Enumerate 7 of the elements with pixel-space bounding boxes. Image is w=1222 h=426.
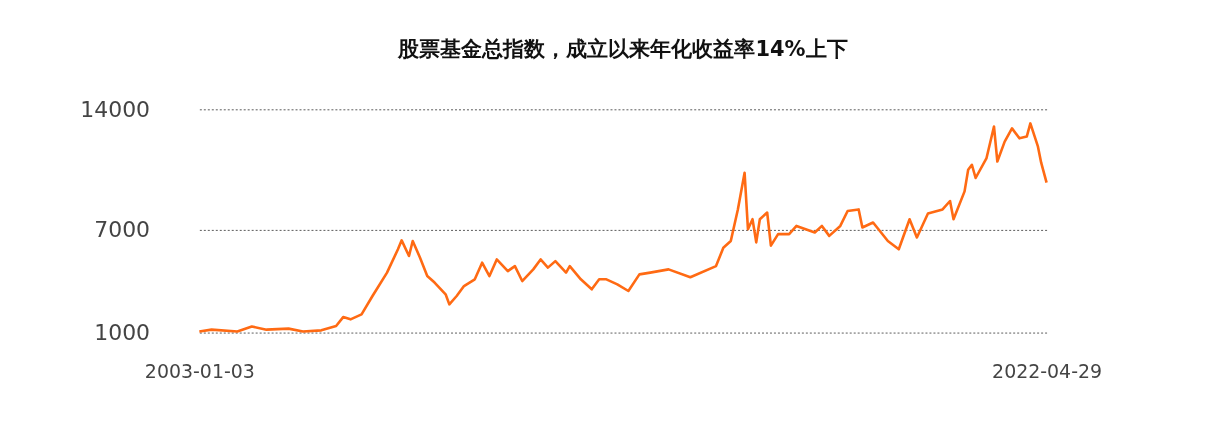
chart-title: 股票基金总指数，成立以来年化收益率14%上下 (397, 37, 848, 62)
y-tick-label: 14000 (80, 96, 151, 122)
y-tick-label: 7000 (94, 217, 151, 242)
y-tick-label: 1000 (94, 320, 151, 346)
x-tick-label: 2022-04-29 (992, 359, 1103, 382)
x-tick-label: 2003-01-03 (144, 359, 255, 382)
line-series (198, 122, 1048, 333)
